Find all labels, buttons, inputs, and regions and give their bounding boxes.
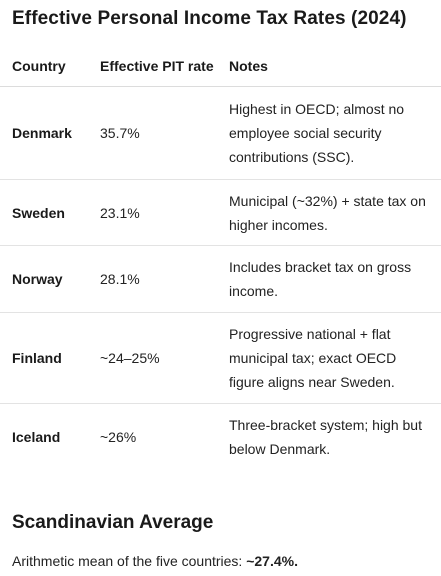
table-row: Denmark 35.7% Highest in OECD; almost no… xyxy=(0,86,441,180)
rate-cell: ~24–25% xyxy=(100,312,229,404)
notes-cell: Highest in OECD; almost no employee soci… xyxy=(229,86,441,180)
column-header-country: Country xyxy=(0,46,100,87)
average-summary: Arithmetic mean of the five countries: ~… xyxy=(12,553,298,569)
notes-cell: Municipal (~32%) + state tax on higher i… xyxy=(229,179,441,246)
column-header-notes: Notes xyxy=(229,46,441,87)
average-value: ~27.4%. xyxy=(246,553,298,569)
rate-cell: 35.7% xyxy=(100,86,229,180)
column-header-rate: Effective PIT rate xyxy=(100,46,229,87)
table-row: Sweden 23.1% Municipal (~32%) + state ta… xyxy=(0,179,441,246)
notes-cell: Progressive national + flat municipal ta… xyxy=(229,312,441,404)
notes-cell: Includes bracket tax on gross income. xyxy=(229,245,441,313)
country-cell: Iceland xyxy=(12,428,61,445)
country-cell: Finland xyxy=(0,312,100,404)
table-row: Finland ~24–25% Progressive national + f… xyxy=(0,312,441,404)
table-row: Norway 28.1% Includes bracket tax on gro… xyxy=(0,245,441,313)
rate-cell: 23.1% xyxy=(100,179,229,246)
country-cell: Denmark xyxy=(0,86,100,180)
rate-cell: 28.1% xyxy=(100,245,229,313)
table-row: Iceland ~26% Three-bracket system; high … xyxy=(0,404,441,470)
average-text: Arithmetic mean of the five countries: xyxy=(12,553,247,569)
country-cell: Sweden xyxy=(0,179,100,246)
tax-rates-table: Country Effective PIT rate Notes Denmark… xyxy=(0,46,441,470)
table-header-row: Country Effective PIT rate Notes xyxy=(0,46,441,87)
page-title: Effective Personal Income Tax Rates (202… xyxy=(12,8,407,29)
notes-cell: Three-bracket system; high but below Den… xyxy=(229,416,422,457)
average-heading: Scandinavian Average xyxy=(12,512,214,533)
rate-cell: ~26% xyxy=(100,428,137,445)
country-cell: Norway xyxy=(0,245,100,313)
